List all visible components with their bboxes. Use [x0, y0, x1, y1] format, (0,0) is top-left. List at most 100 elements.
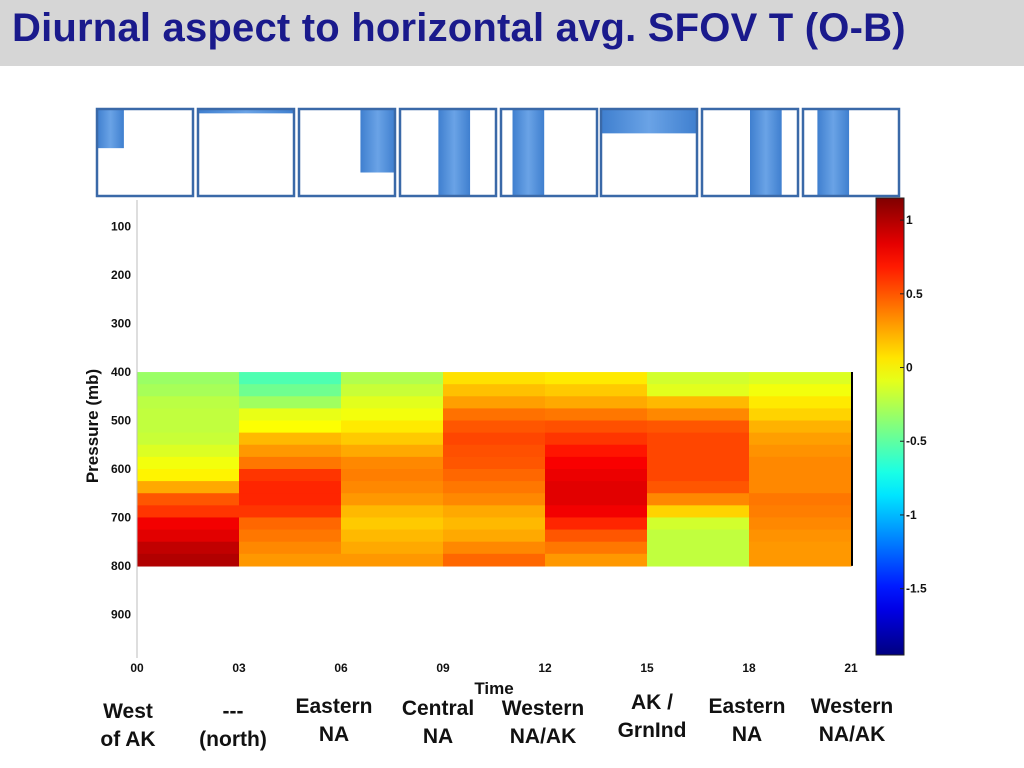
heatmap-cell — [137, 396, 240, 410]
heatmap-cell — [749, 432, 852, 446]
region-label: West of AK — [100, 700, 156, 751]
y-tick-label: 600 — [111, 462, 131, 476]
heatmap-cell — [137, 432, 240, 446]
heatmap-cell — [239, 408, 342, 422]
heatmap-cell — [239, 384, 342, 397]
heatmap-cell — [341, 372, 444, 385]
x-tick-label: 18 — [742, 661, 756, 675]
region-label: Central NA — [401, 697, 475, 748]
region-label: AK / GrnInd — [617, 691, 687, 742]
diurnal-icon — [801, 107, 901, 198]
heatmap-cell — [749, 505, 852, 519]
heatmap-cell — [137, 420, 240, 434]
heatmap-cell — [137, 541, 240, 555]
heatmap-cell — [137, 372, 240, 385]
y-tick-label: 700 — [111, 510, 131, 524]
heatmap-cell — [443, 468, 546, 482]
slide-title: Diurnal aspect to horizontal avg. SFOV T… — [12, 6, 906, 50]
colorbar-tick-label: -0.5 — [906, 434, 927, 448]
heatmap-cell — [239, 553, 342, 567]
heatmap-cell — [239, 432, 342, 446]
x-axis-label: Time — [474, 679, 513, 698]
heatmap-cell — [341, 396, 444, 410]
heatmap-cell — [749, 420, 852, 434]
diurnal-icon-fill — [438, 109, 471, 196]
heatmap-cell — [137, 529, 240, 543]
heatmap-cell — [545, 396, 648, 410]
heatmap-cell — [239, 372, 342, 385]
diurnal-icon-fill — [817, 109, 850, 196]
heatmap-cell — [239, 529, 342, 543]
heatmap-cell — [749, 493, 852, 506]
heatmap-cell — [545, 553, 648, 567]
x-tick-label: 12 — [538, 661, 552, 675]
diurnal-icon — [700, 107, 800, 198]
diurnal-icon — [196, 107, 296, 198]
diurnal-icon — [499, 107, 599, 198]
heatmap-cell — [545, 493, 648, 506]
heatmap-cell — [341, 432, 444, 446]
title-bar: Diurnal aspect to horizontal avg. SFOV T… — [0, 0, 1024, 66]
heatmap-cell — [137, 505, 240, 519]
heatmap-cell — [239, 456, 342, 470]
diurnal-icon-frame — [599, 107, 699, 198]
colorbar: 1 0.5 0 -0.5 -1 -1.5 — [875, 197, 927, 656]
heatmap-cell — [443, 456, 546, 470]
diurnal-icon-fill — [360, 109, 395, 173]
heatmap-cell — [137, 408, 240, 422]
heatmap-cell — [545, 505, 648, 519]
heatmap-cell — [239, 444, 342, 458]
heatmap-cell — [545, 468, 648, 482]
heatmap-cell — [137, 517, 240, 531]
heatmap-cell — [443, 493, 546, 506]
diurnal-icon-frame — [700, 107, 800, 198]
heatmap-cell — [647, 517, 750, 531]
heatmap-cell — [749, 481, 852, 494]
heatmap-cell — [443, 420, 546, 434]
heatmap-cell — [647, 408, 750, 422]
heatmap-cell — [647, 493, 750, 506]
x-tick-label: 21 — [844, 661, 858, 675]
heatmap-cell — [239, 541, 342, 555]
x-tick-label: 00 — [130, 661, 144, 675]
x-tick-label: 15 — [640, 661, 654, 675]
heatmap-cell — [749, 541, 852, 555]
heatmap-cell — [647, 432, 750, 446]
diurnal-icon-fill — [198, 109, 294, 114]
heatmap-cell — [545, 420, 648, 434]
heatmap-cell — [647, 444, 750, 458]
heatmap-cell — [239, 517, 342, 531]
heatmap-cell — [749, 529, 852, 543]
heatmap-cell — [341, 481, 444, 494]
heatmap-cell — [137, 456, 240, 470]
colorbar-gradient — [875, 197, 905, 656]
x-tick-label: 06 — [334, 661, 348, 675]
diurnal-icon — [398, 107, 498, 198]
diurnal-icon-frame — [499, 107, 599, 198]
axes: 100 200 300 400 500 600 700 800 900 00 03 06 09 12 15 1… — [111, 200, 858, 675]
heatmap-cell — [749, 468, 852, 482]
heatmap-cells — [137, 372, 853, 567]
heatmap-cell — [341, 384, 444, 397]
region-label: --- (north) — [199, 700, 267, 751]
diurnal-icon-frame — [398, 107, 498, 198]
diurnal-icon-fill — [512, 109, 545, 196]
heatmap-cell — [545, 541, 648, 555]
heatmap-cell — [443, 517, 546, 531]
heatmap-cell — [647, 420, 750, 434]
diurnal-icon-frame — [95, 107, 195, 198]
heatmap-cell — [647, 468, 750, 482]
heatmap-cell — [239, 505, 342, 519]
diurnal-icon-fill — [750, 109, 782, 196]
heatmap-cell — [443, 384, 546, 397]
diurnal-icon-frame — [801, 107, 901, 198]
x-tick-label: 03 — [232, 661, 246, 675]
diurnal-icon-fill — [97, 109, 124, 149]
heatmap-cell — [749, 372, 852, 385]
y-tick-label: 100 — [111, 220, 131, 234]
heatmap-cell — [239, 396, 342, 410]
heatmap-cell — [443, 408, 546, 422]
heatmap-cell — [341, 541, 444, 555]
heatmap-cell — [443, 553, 546, 567]
heatmap-cell — [341, 444, 444, 458]
